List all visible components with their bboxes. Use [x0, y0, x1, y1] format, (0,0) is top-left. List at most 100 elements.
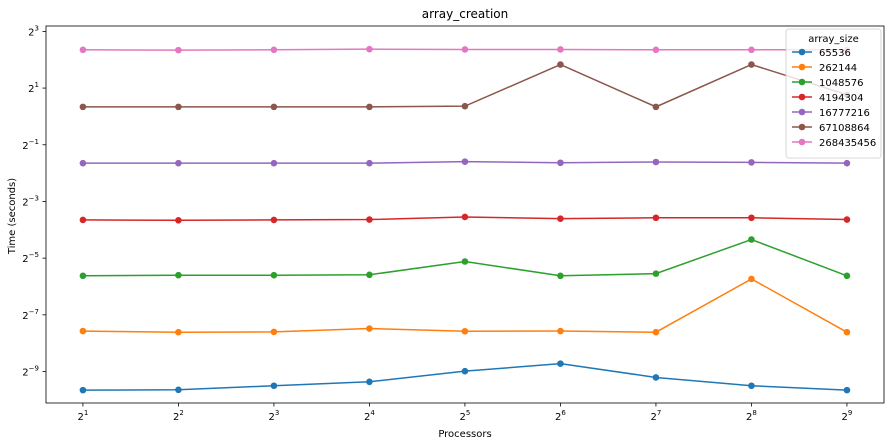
data-point [79, 159, 87, 167]
data-point [366, 216, 373, 223]
data-point [843, 272, 851, 280]
data-point [175, 103, 182, 111]
y-axis-ticks: 2−9 2−7 2−5 2−3 2−1 21 23 [22, 24, 46, 379]
x-tick-label: 24 [364, 409, 375, 423]
data-point [652, 328, 660, 336]
series-16777216 [79, 158, 851, 167]
data-point [461, 367, 469, 375]
y-tick-label: 2−9 [22, 365, 39, 379]
data-point [652, 270, 660, 277]
legend-item: 16777216 [792, 108, 870, 119]
legend-item: 1048576 [792, 78, 864, 89]
y-tick-label: 21 [28, 81, 39, 95]
legend-item: 65536 [792, 48, 851, 59]
data-point [366, 325, 373, 332]
data-point [270, 382, 278, 390]
series-1048576 [79, 236, 851, 280]
y-tick-label: 2−7 [22, 308, 39, 322]
y-axis-label: Time (seconds) [7, 178, 18, 255]
x-tick-label: 22 [173, 409, 184, 423]
legend-item: 4194304 [792, 93, 864, 104]
data-point [175, 216, 182, 224]
data-point [175, 159, 182, 167]
data-point [461, 258, 469, 265]
data-point [652, 103, 660, 111]
y-tick-label: 2−5 [22, 251, 39, 265]
data-point [270, 216, 278, 224]
series-65536 [79, 360, 851, 394]
series-layer [79, 45, 851, 394]
data-point [557, 327, 564, 335]
data-point [270, 159, 278, 167]
x-tick-label: 25 [460, 409, 471, 423]
y-tick-label: 2−1 [22, 138, 39, 152]
data-point [270, 103, 278, 111]
legend-label: 1048576 [819, 78, 864, 89]
legend-label: 262144 [819, 63, 857, 74]
data-point [366, 159, 373, 167]
data-point [748, 159, 755, 166]
y-tick-label: 23 [28, 24, 39, 38]
data-point [748, 61, 755, 68]
data-point [652, 374, 660, 381]
data-point [557, 360, 564, 367]
data-point [748, 214, 755, 222]
legend-marker [798, 78, 806, 86]
legend-box [785, 28, 882, 159]
legend-title: array_size [808, 34, 859, 45]
data-point [748, 236, 755, 243]
legend-label: 67108864 [819, 123, 870, 134]
data-point [843, 386, 851, 394]
legend: array_size 65536 262144 1048576 4194304 16777… [785, 28, 882, 159]
data-point [557, 159, 564, 167]
data-point [557, 215, 564, 222]
data-point [557, 272, 564, 280]
data-point [461, 102, 469, 110]
x-tick-label: 29 [842, 409, 853, 423]
data-point [79, 103, 87, 111]
x-tick-label: 21 [77, 409, 88, 423]
data-point [366, 271, 373, 279]
data-point [366, 103, 373, 111]
data-point [270, 328, 278, 336]
data-point [652, 158, 660, 166]
data-point [366, 45, 373, 53]
legend-label: 65536 [819, 48, 851, 59]
x-tick-label: 27 [651, 409, 662, 423]
legend-label: 268435456 [819, 138, 876, 149]
data-point [175, 271, 182, 279]
data-point [79, 327, 87, 335]
legend-item: 262144 [792, 63, 857, 74]
data-point [461, 213, 469, 221]
data-point [557, 46, 564, 53]
legend-label: 4194304 [819, 93, 864, 104]
data-point [748, 275, 755, 283]
series-262144 [79, 275, 851, 336]
data-point [557, 61, 564, 68]
data-point [175, 386, 182, 394]
data-point [270, 271, 278, 279]
legend-marker [798, 138, 806, 146]
x-axis-label: Processors [438, 429, 491, 440]
legend-marker [798, 123, 806, 131]
x-tick-label: 26 [555, 409, 566, 423]
data-point [175, 46, 182, 54]
data-point [175, 328, 182, 336]
series-4194304 [79, 213, 851, 224]
x-axis-ticks: 21 22 23 24 25 26 27 28 29 [77, 403, 852, 423]
y-tick-label: 2−3 [22, 194, 39, 208]
data-point [843, 328, 851, 336]
data-point [843, 159, 851, 167]
data-point [366, 378, 373, 386]
data-point [652, 46, 660, 54]
data-point [79, 46, 87, 54]
legend-marker [798, 48, 806, 56]
data-point [79, 386, 87, 394]
data-point [79, 216, 87, 224]
x-tick-label: 28 [746, 409, 757, 423]
legend-marker [798, 93, 806, 101]
legend-label: 16777216 [819, 108, 870, 119]
legend-item: 67108864 [792, 123, 870, 134]
